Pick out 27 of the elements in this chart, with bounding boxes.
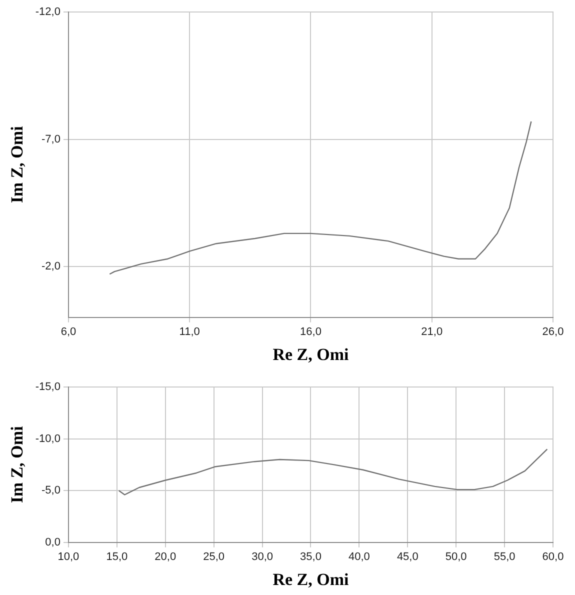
x-tick-label: 20,0	[154, 551, 176, 564]
x-tick-label: 26,0	[542, 326, 564, 338]
x-axis-title: Re Z, Omi	[272, 345, 350, 364]
x-axis-title: Re Z, Omi	[272, 570, 350, 590]
x-tick-label: 15,0	[106, 551, 128, 564]
y-tick-label: -10,0	[35, 432, 60, 445]
y-tick-label: -5,0	[42, 484, 60, 497]
y-tick-label: -7,0	[42, 133, 60, 146]
x-tick-label: 25,0	[203, 551, 225, 564]
x-tick-label: 10,0	[58, 551, 80, 564]
x-tick-label: 6,0	[60, 326, 76, 338]
x-tick-label: 11,0	[179, 326, 200, 338]
x-tick-label: 21,0	[421, 326, 443, 338]
y-tick-label: -15,0	[35, 381, 60, 394]
x-tick-label: 60,0	[542, 551, 564, 564]
y-tick-label: 0,0	[45, 536, 60, 548]
x-tick-label: 45,0	[396, 551, 418, 564]
x-tick-label: 16,0	[300, 326, 322, 338]
x-tick-label: 40,0	[348, 551, 370, 564]
x-tick-label: 30,0	[252, 551, 273, 564]
x-tick-label: 55,0	[494, 551, 516, 564]
y-axis-title: Im Z, Omi	[8, 426, 27, 504]
y-tick-label: -12,0	[35, 6, 60, 18]
y-tick-label: -2,0	[42, 260, 60, 273]
x-tick-label: 50,0	[445, 551, 467, 564]
y-axis-title: Im Z, Omi	[8, 126, 27, 204]
x-tick-label: 35,0	[300, 551, 322, 564]
